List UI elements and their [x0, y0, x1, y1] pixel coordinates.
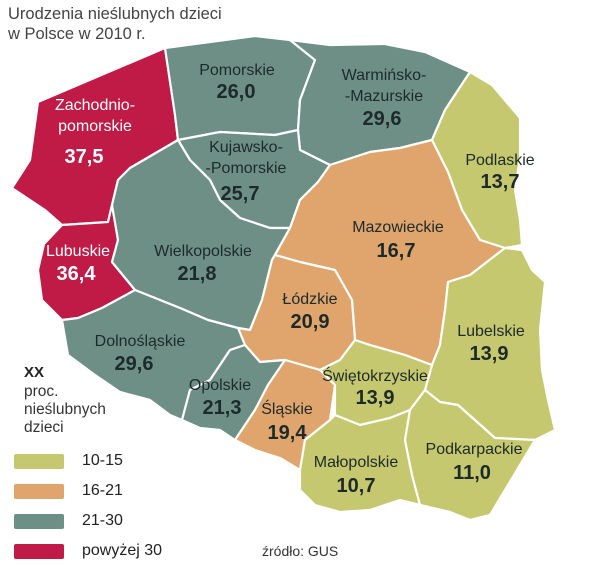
legend-item-10-15: 10-15 — [14, 450, 123, 472]
region-value: 37,5 — [65, 146, 104, 168]
region-name: Podkarpackie — [426, 441, 523, 458]
label-slaskie: Śląskie 19,4 — [261, 399, 313, 444]
legend-item-powyzej-30: powyżej 30 — [14, 540, 162, 562]
legend-swatch — [14, 513, 64, 529]
region-value: 29,6 — [363, 108, 402, 130]
region-value: 21,8 — [178, 263, 217, 285]
region-name: Świętokrzyskie — [322, 366, 428, 385]
label-kujawsko-pomorskie: Kujawsko- -Pomorskie 25,7 — [206, 139, 287, 205]
region-name: -Mazurskie — [345, 88, 423, 105]
legend-label: 21-30 — [82, 512, 123, 529]
label-zachodniopomorskie: Zachodnio- pomorskie 37,5 — [55, 97, 135, 168]
region-value: 26,0 — [217, 81, 256, 103]
region-name: Warmińsko- — [342, 67, 427, 84]
region-value: 13,9 — [356, 387, 395, 409]
source-note: źródło: GUS — [262, 543, 339, 559]
region-value: 13,7 — [481, 171, 520, 193]
label-lodzkie: Łódzkie 20,9 — [282, 291, 337, 333]
region-name: Lubelskie — [457, 323, 525, 340]
region-name: Wielkopolskie — [154, 243, 252, 260]
region-podkarpackie[interactable] — [403, 388, 537, 522]
label-lubelskie: Lubelskie 13,9 — [457, 323, 525, 365]
region-value: 25,7 — [221, 183, 260, 205]
label-pomorskie: Pomorskie 26,0 — [199, 62, 275, 103]
label-opolskie: Opolskie 21,3 — [189, 377, 251, 419]
legend-swatch — [14, 543, 64, 559]
region-name: Lubuskie — [46, 243, 110, 260]
label-lubuskie: Lubuskie 36,4 — [46, 243, 110, 285]
region-name: Małopolskie — [314, 454, 399, 471]
map-title: Urodzenia nieślubnych dzieci w Polsce w … — [8, 5, 222, 43]
region-value: 10,7 — [337, 475, 376, 497]
region-name: Dolnośląskie — [95, 333, 186, 350]
region-name: Zachodnio- — [55, 97, 135, 114]
legend-label: powyżej 30 — [82, 542, 163, 559]
region-value: 19,4 — [268, 422, 308, 444]
label-wielkopolskie: Wielkopolskie 21,8 — [154, 243, 252, 285]
region-name: Pomorskie — [199, 62, 275, 79]
legend: XX proc. nieślubnych dzieci 10-15 16-21 … — [14, 364, 184, 559]
region-value: 21,3 — [203, 397, 242, 419]
legend-label: 10-15 — [82, 452, 123, 469]
label-dolnoslaskie: Dolnośląskie 29,6 — [95, 333, 186, 375]
region-name: Kujawsko- — [209, 139, 283, 156]
region-value: 36,4 — [57, 263, 97, 285]
region-name: Opolskie — [189, 377, 251, 394]
region-value: 11,0 — [453, 462, 491, 484]
label-malopolskie: Małopolskie 10,7 — [314, 454, 399, 497]
region-value: 16,7 — [377, 240, 416, 262]
region-value: 29,6 — [115, 353, 154, 375]
legend-item-21-30: 21-30 — [14, 510, 123, 532]
legend-key: XX — [24, 364, 45, 381]
label-mazowieckie: Mazowieckie 16,7 — [352, 219, 444, 262]
region-value: 20,9 — [291, 311, 330, 333]
region-name: pomorskie — [58, 118, 132, 135]
label-warminsko-mazurskie: Warmińsko- -Mazurskie 29,6 — [342, 67, 427, 130]
label-podlaskie: Podlaskie 13,7 — [465, 152, 534, 193]
legend-description: proc. nieślubnych dzieci — [24, 383, 106, 436]
region-value: 13,9 — [470, 343, 509, 365]
region-name: Łódzkie — [282, 291, 337, 308]
region-name: Śląskie — [261, 399, 313, 418]
label-swietokrzyskie: Świętokrzyskie 13,9 — [322, 366, 428, 409]
region-name: -Pomorskie — [206, 160, 287, 177]
legend-label: 16-21 — [82, 482, 123, 499]
legend-swatch — [14, 453, 64, 469]
legend-swatch — [14, 483, 64, 499]
label-podkarpackie: Podkarpackie 11,0 — [426, 441, 523, 484]
region-name: Podlaskie — [465, 152, 534, 169]
region-name: Mazowieckie — [352, 219, 444, 236]
legend-item-16-21: 16-21 — [14, 480, 123, 502]
